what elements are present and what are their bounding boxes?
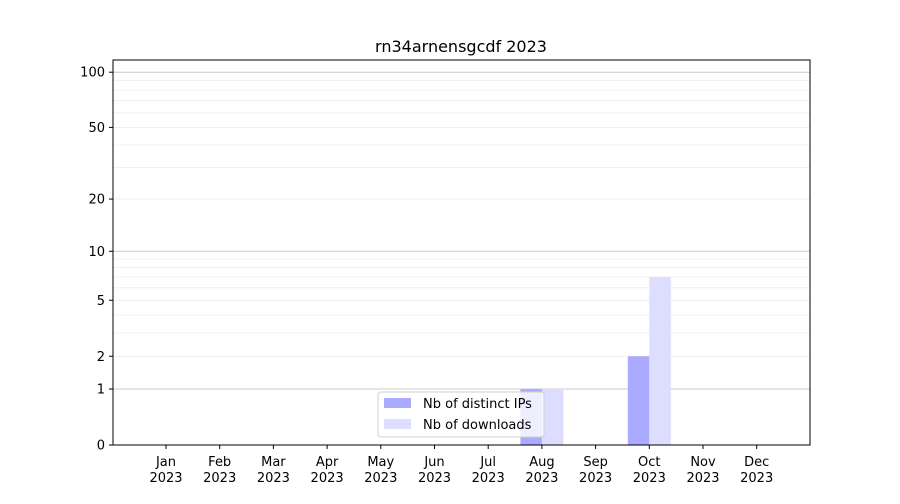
- legend-label: Nb of distinct IPs: [423, 397, 532, 412]
- x-tick-label: Jul: [479, 455, 496, 470]
- y-tick-label: 100: [80, 66, 105, 81]
- bar-nb-of-downloads: [649, 277, 671, 445]
- x-tick-label: 2023: [579, 471, 612, 486]
- bar-nb-of-downloads: [541, 389, 564, 445]
- x-tick-label: Jan: [155, 455, 176, 470]
- y-tick-label: 1: [97, 383, 105, 398]
- x-tick-label: May: [367, 455, 394, 470]
- plot-frame: [112, 59, 811, 446]
- bar-nb-of-distinct-ips: [627, 356, 650, 445]
- legend-box: [377, 391, 545, 438]
- x-tick-label: 2023: [686, 471, 719, 486]
- y-tick-label: 10: [88, 245, 105, 260]
- x-tick-label: Aug: [529, 455, 554, 470]
- legend-swatch: [384, 419, 411, 429]
- x-tick-label: 2023: [740, 471, 773, 486]
- y-tick-label: 5: [97, 294, 105, 309]
- x-tick-label: 2023: [257, 471, 290, 486]
- x-tick-label: 2023: [525, 471, 558, 486]
- x-tick-label: 2023: [364, 471, 397, 486]
- legend-label: Nb of downloads: [423, 418, 532, 433]
- x-tick-label: 2023: [149, 471, 182, 486]
- y-tick-label: 2: [97, 350, 105, 365]
- x-tick-label: Mar: [261, 455, 286, 470]
- x-tick-label: Oct: [638, 455, 660, 470]
- legend-swatch: [384, 398, 411, 408]
- chart-title: rn34arnensgcdf 2023: [375, 37, 547, 56]
- x-tick-label: 2023: [418, 471, 451, 486]
- x-tick-label: Feb: [208, 455, 231, 470]
- x-tick-label: Apr: [316, 455, 339, 470]
- x-tick-label: Jun: [423, 455, 444, 470]
- x-tick-label: 2023: [472, 471, 505, 486]
- y-tick-label: 20: [88, 193, 105, 208]
- x-tick-label: Sep: [583, 455, 608, 470]
- x-tick-label: 2023: [311, 471, 344, 486]
- y-tick-label: 50: [88, 121, 105, 136]
- x-tick-label: 2023: [633, 471, 666, 486]
- x-tick-label: 2023: [203, 471, 236, 486]
- x-tick-label: Dec: [744, 455, 769, 470]
- y-tick-label: 0: [97, 439, 105, 454]
- x-tick-label: Nov: [690, 455, 716, 470]
- legend: Nb of distinct IPs Nb of downloads: [377, 391, 545, 438]
